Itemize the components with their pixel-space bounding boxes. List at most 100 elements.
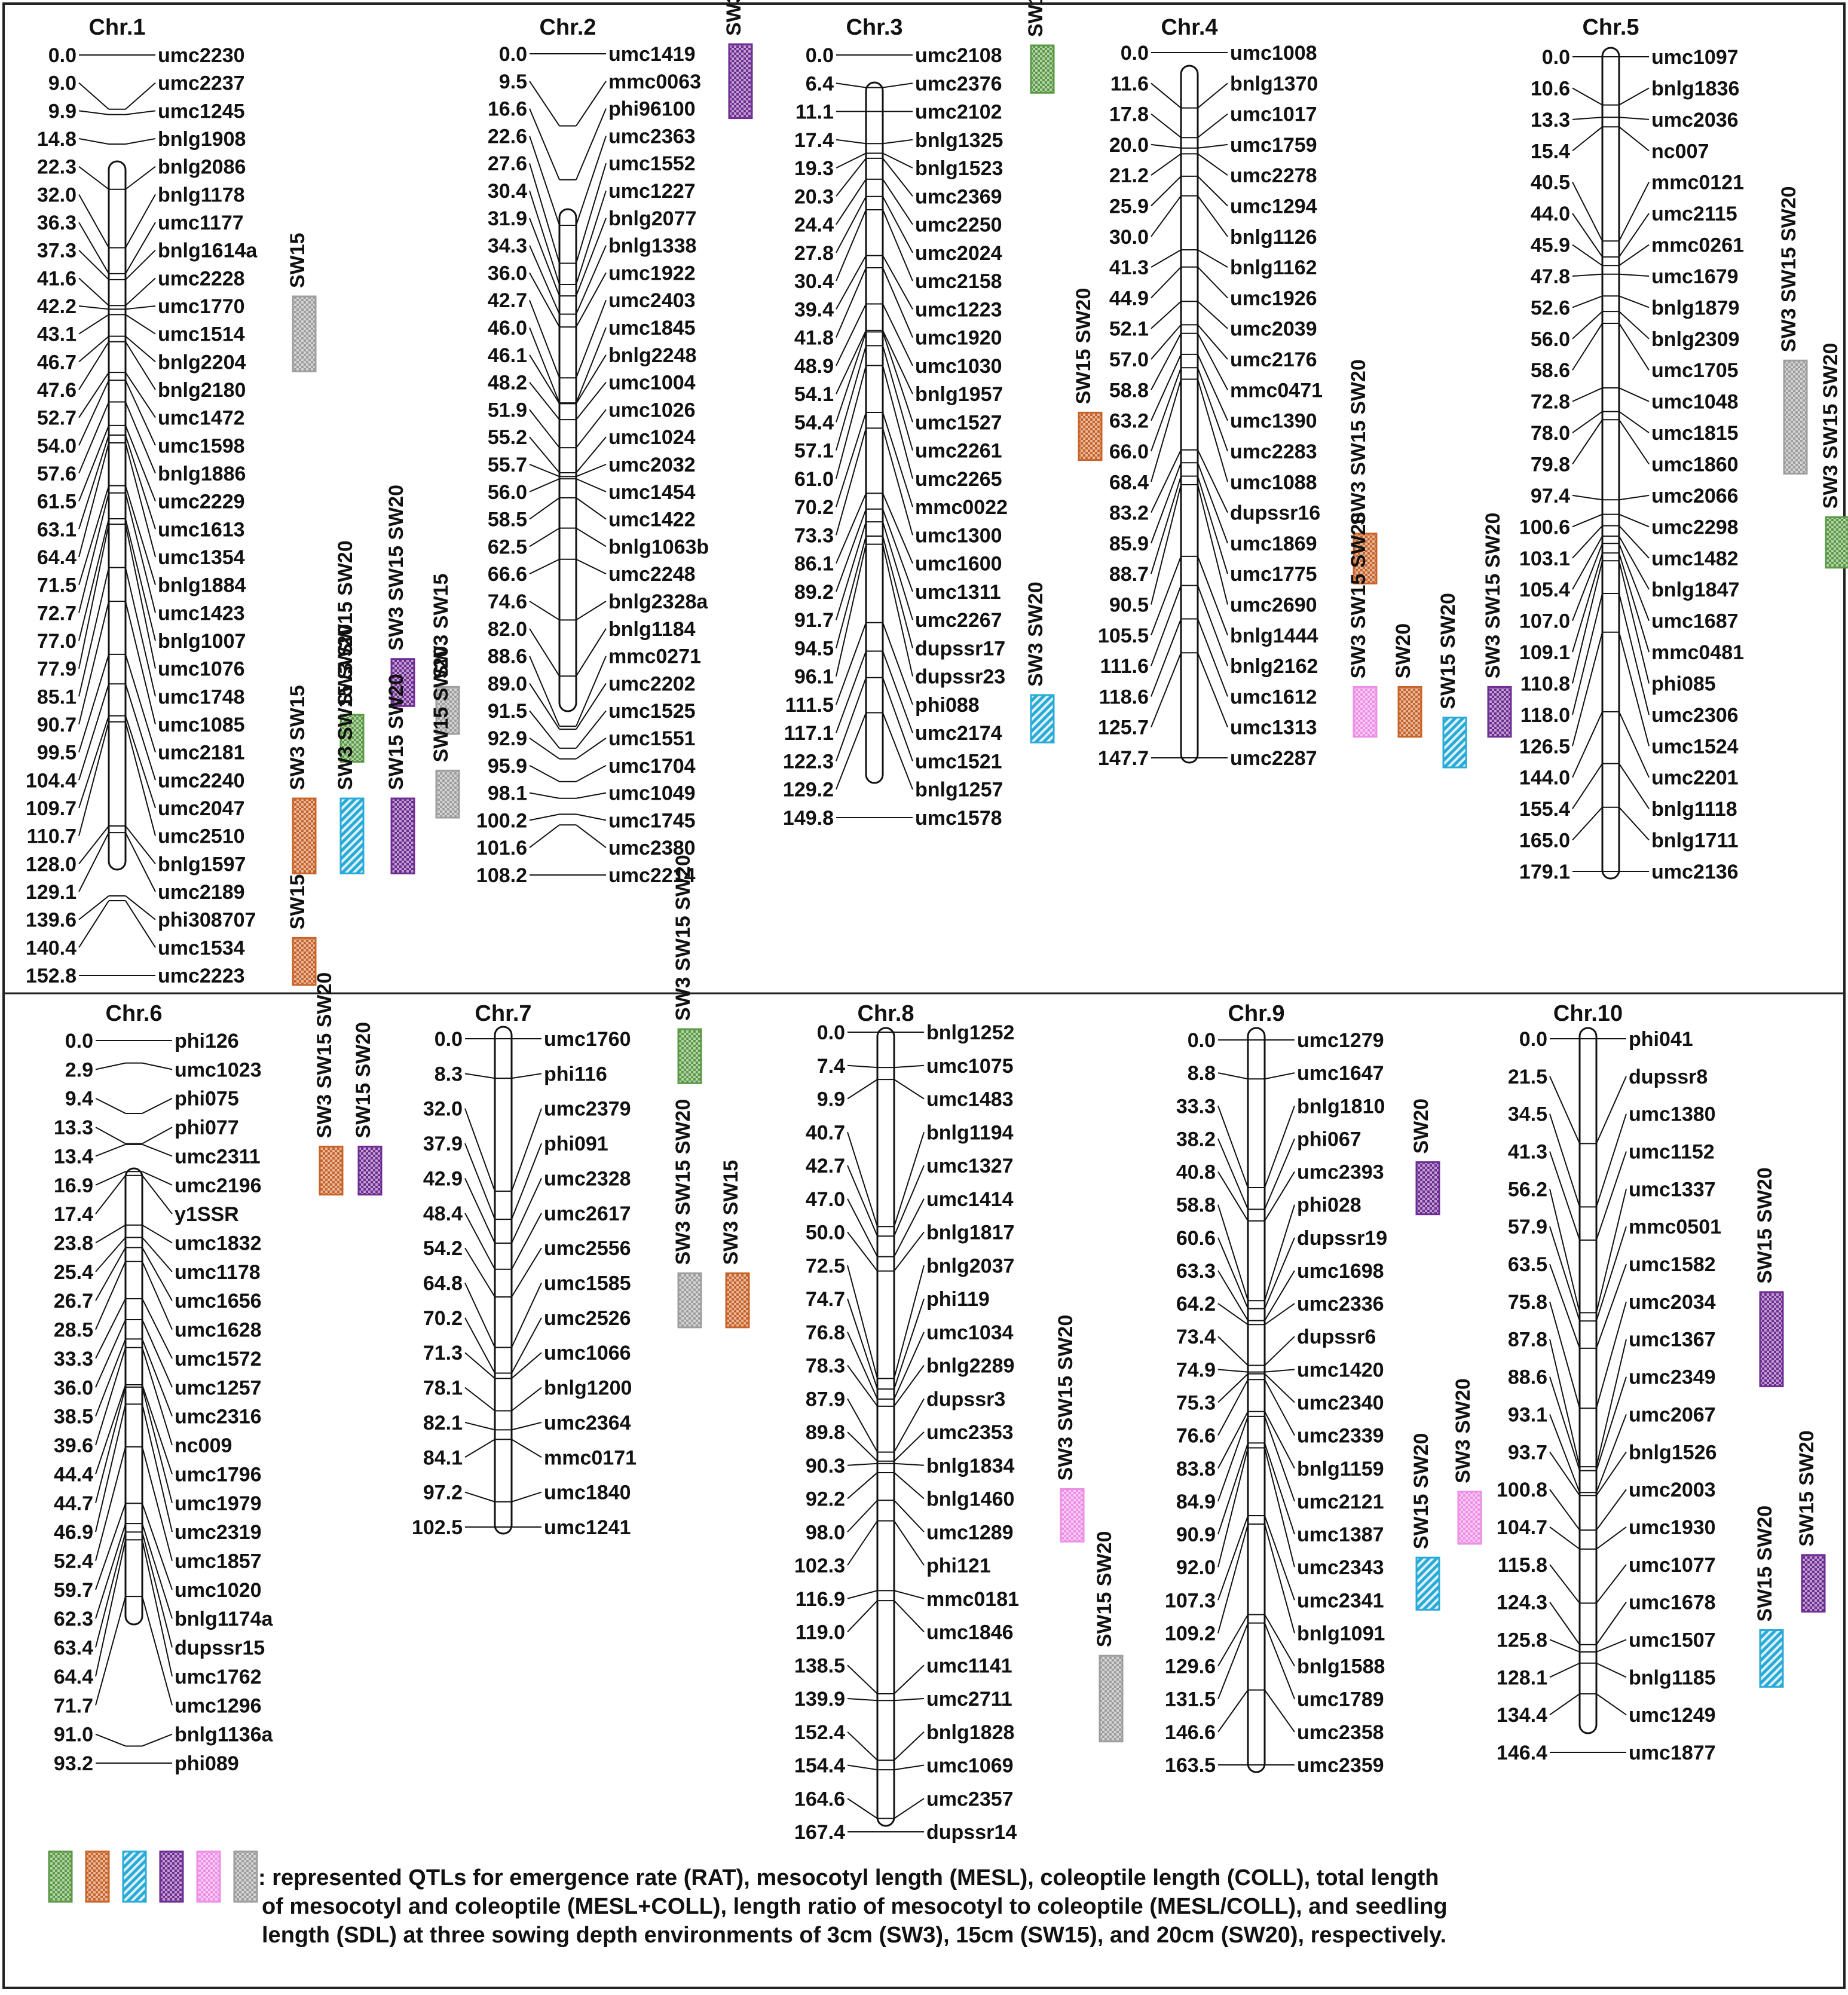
marker-label: umc1698 (1297, 1260, 1384, 1283)
position-label: 57.1 (794, 440, 834, 463)
position-label: 27.6 (488, 152, 527, 175)
marker-label: umc2349 (1629, 1366, 1716, 1389)
position-label: 131.5 (1165, 1688, 1216, 1711)
position-label: 48.4 (423, 1202, 463, 1225)
marker-connector (1198, 586, 1228, 666)
position-label: 46.7 (37, 351, 77, 374)
marker-connector (142, 1503, 172, 1589)
legend-swatch-rat (49, 1852, 72, 1902)
marker-label: bnlg1178 (158, 183, 245, 206)
marker-label: bnlg2309 (1651, 328, 1739, 351)
position-label: 36.3 (37, 212, 77, 234)
position-label: 96.1 (794, 666, 834, 689)
marker-label: umc2201 (1651, 767, 1739, 790)
position-label: 85.9 (1109, 533, 1149, 555)
marker-label: umc2364 (544, 1412, 631, 1434)
chromosome-title: Chr.2 (539, 15, 596, 40)
position-connector (847, 1079, 877, 1099)
marker-label: umc1552 (608, 152, 696, 175)
marker-connector (142, 1596, 172, 1705)
position-connector (836, 179, 866, 225)
position-label: 154.4 (794, 1755, 845, 1777)
qtl-box (359, 1146, 381, 1194)
position-label: 104.4 (26, 769, 77, 792)
position-label: 155.4 (1519, 798, 1570, 821)
marker-connector (894, 1732, 924, 1760)
position-label: 33.3 (54, 1348, 93, 1370)
position-label: 76.8 (806, 1321, 845, 1344)
qtl-box (1079, 412, 1102, 460)
position-connector (836, 153, 866, 168)
marker-label: bnlg2037 (926, 1254, 1014, 1277)
marker-connector (1265, 1369, 1295, 1372)
position-connector (79, 222, 109, 274)
marker-label: umc1422 (608, 509, 696, 531)
position-label: 54.0 (37, 435, 77, 457)
marker-label: umc1679 (1651, 265, 1739, 288)
position-connector (1151, 586, 1181, 666)
marker-label: bnlg1884 (158, 574, 246, 597)
position-label: 82.1 (423, 1412, 463, 1434)
qtl-sdl: SW15 SW20 (1093, 1531, 1122, 1742)
marker-label: umc1077 (1629, 1554, 1716, 1577)
marker-label: umc2341 (1297, 1589, 1384, 1612)
marker-label: bnlg1338 (608, 235, 696, 258)
position-label: 0.0 (499, 43, 527, 66)
qtl-meslcoll: SW3 SW15 SW20 (1482, 513, 1511, 737)
position-label: 109.2 (1165, 1622, 1216, 1645)
position-label: 38.2 (1176, 1128, 1216, 1151)
qtl-meslcoll: SW15 SW20 (1754, 1167, 1783, 1386)
marker-connector (1265, 1205, 1295, 1301)
marker-label: umc2690 (1230, 593, 1317, 616)
marker-connector (126, 83, 155, 109)
marker-label: bnlg2162 (1230, 655, 1318, 678)
position-label: 149.8 (783, 807, 834, 830)
marker-label: umc1585 (544, 1272, 631, 1295)
qtl-label: SW15 SW20 (385, 674, 408, 790)
position-connector (79, 833, 109, 892)
marker-label: dupssr8 (1629, 1066, 1708, 1088)
marker-label: umc2066 (1651, 485, 1739, 507)
qtl-meslcoll: SW3 SW15 SW20 (1054, 1315, 1084, 1542)
position-label: 39.6 (54, 1434, 93, 1457)
position-label: 38.5 (54, 1406, 93, 1428)
position-label: 105.4 (1519, 579, 1570, 601)
marker-connector (142, 1063, 172, 1070)
qtl-label: SW15 (286, 874, 309, 930)
qtl-box (1354, 687, 1376, 736)
chromosome-title: Chr.1 (88, 15, 145, 40)
marker-label: bnlg2086 (158, 156, 246, 179)
qtl-rat: SW3 SW15 SW20 (672, 855, 701, 1083)
marker-label: phi028 (1297, 1194, 1361, 1217)
marker-label: phi116 (544, 1063, 607, 1085)
position-label: 42.7 (488, 289, 527, 312)
position-label: 134.4 (1497, 1704, 1547, 1727)
marker-connector (1619, 764, 1649, 809)
position-label: 25.9 (1109, 195, 1149, 218)
marker-connector (1198, 556, 1228, 635)
marker-label: umc2189 (158, 881, 245, 904)
position-connector (1572, 182, 1602, 241)
position-label: 179.1 (1519, 861, 1570, 883)
marker-label: umc2556 (544, 1237, 631, 1260)
marker-connector (1596, 1414, 1626, 1492)
position-connector (1550, 1489, 1580, 1530)
marker-label: dupssr3 (926, 1388, 1005, 1410)
marker-connector (576, 559, 606, 574)
position-connector (1550, 1114, 1580, 1207)
position-connector (96, 1540, 126, 1676)
marker-label: umc1367 (1629, 1329, 1716, 1351)
position-label: 42.7 (806, 1155, 845, 1177)
marker-connector (1596, 1565, 1626, 1604)
position-label: 32.0 (423, 1098, 463, 1121)
marker-connector (894, 1079, 924, 1099)
marker-connector (1619, 515, 1649, 527)
marker-label: bnlg2289 (926, 1355, 1014, 1378)
position-label: 74.7 (806, 1288, 845, 1311)
position-connector (96, 1099, 126, 1113)
qtl-box (1061, 1489, 1084, 1542)
position-label: 14.8 (37, 128, 77, 151)
